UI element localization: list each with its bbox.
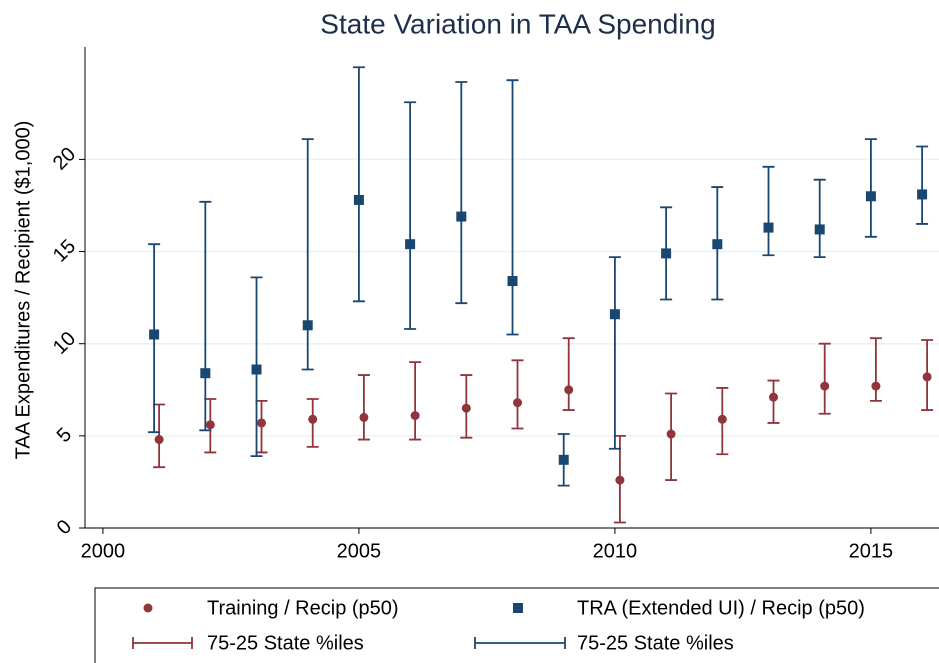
data-point bbox=[200, 368, 211, 379]
data-point bbox=[609, 309, 620, 320]
error-bar bbox=[404, 101, 417, 330]
error-bar bbox=[818, 342, 831, 415]
data-point bbox=[154, 435, 164, 445]
data-point bbox=[410, 411, 420, 421]
data-point bbox=[507, 276, 518, 287]
data-point bbox=[257, 418, 267, 428]
data-point bbox=[564, 385, 574, 395]
error-bar bbox=[301, 138, 314, 371]
data-point bbox=[814, 224, 825, 235]
legend-label: 75-25 State %iles bbox=[207, 632, 364, 654]
legend-label: TRA (Extended UI) / Recip (p50) bbox=[577, 597, 865, 619]
data-point bbox=[917, 189, 928, 200]
legend-label: 75-25 State %iles bbox=[577, 632, 734, 654]
data-point bbox=[871, 381, 881, 391]
legend-range-line bbox=[474, 637, 566, 649]
data-point bbox=[615, 475, 625, 485]
data-point bbox=[461, 403, 471, 413]
error-bar bbox=[813, 178, 826, 258]
error-bar bbox=[455, 81, 468, 305]
error-bar bbox=[352, 66, 365, 303]
data-point bbox=[308, 414, 318, 424]
data-point bbox=[405, 239, 416, 250]
error-bar bbox=[916, 145, 929, 225]
error-bar bbox=[199, 200, 212, 432]
legend-box bbox=[94, 587, 939, 663]
error-bar bbox=[767, 379, 780, 424]
data-point bbox=[359, 412, 369, 422]
error-bar bbox=[562, 337, 575, 411]
data-point bbox=[353, 194, 364, 205]
data-point bbox=[820, 381, 830, 391]
data-point bbox=[456, 211, 467, 222]
data-point bbox=[558, 454, 569, 465]
y-axis-label: TAA Expenditures / Recipient ($1,000) bbox=[12, 121, 34, 460]
data-point bbox=[149, 329, 160, 340]
error-bar bbox=[608, 256, 621, 450]
data-point bbox=[922, 372, 932, 382]
data-point bbox=[661, 248, 672, 259]
legend-range-line bbox=[132, 637, 193, 649]
data-point bbox=[251, 364, 262, 375]
error-bar bbox=[511, 359, 524, 430]
data-point bbox=[513, 398, 523, 408]
legend-marker bbox=[513, 603, 523, 613]
error-bar bbox=[864, 138, 877, 238]
data-point bbox=[666, 429, 676, 439]
chart-title: State Variation in TAA Spending bbox=[320, 8, 715, 39]
error-bar bbox=[762, 165, 775, 257]
x-tick-label: 2015 bbox=[849, 540, 894, 562]
data-point bbox=[763, 222, 774, 233]
x-tick-label: 2000 bbox=[81, 540, 126, 562]
data-point bbox=[302, 320, 313, 331]
error-bar bbox=[506, 79, 519, 336]
data-point bbox=[205, 420, 215, 430]
error-bar bbox=[409, 361, 422, 441]
legend-marker bbox=[143, 603, 153, 613]
data-point bbox=[717, 414, 727, 424]
data-point bbox=[712, 239, 723, 250]
error-bar bbox=[357, 374, 370, 441]
x-tick-label: 2010 bbox=[593, 540, 638, 562]
legend-label: Training / Recip (p50) bbox=[207, 597, 399, 619]
data-point bbox=[865, 191, 876, 202]
data-point bbox=[769, 392, 779, 402]
x-tick-label: 2005 bbox=[337, 540, 382, 562]
